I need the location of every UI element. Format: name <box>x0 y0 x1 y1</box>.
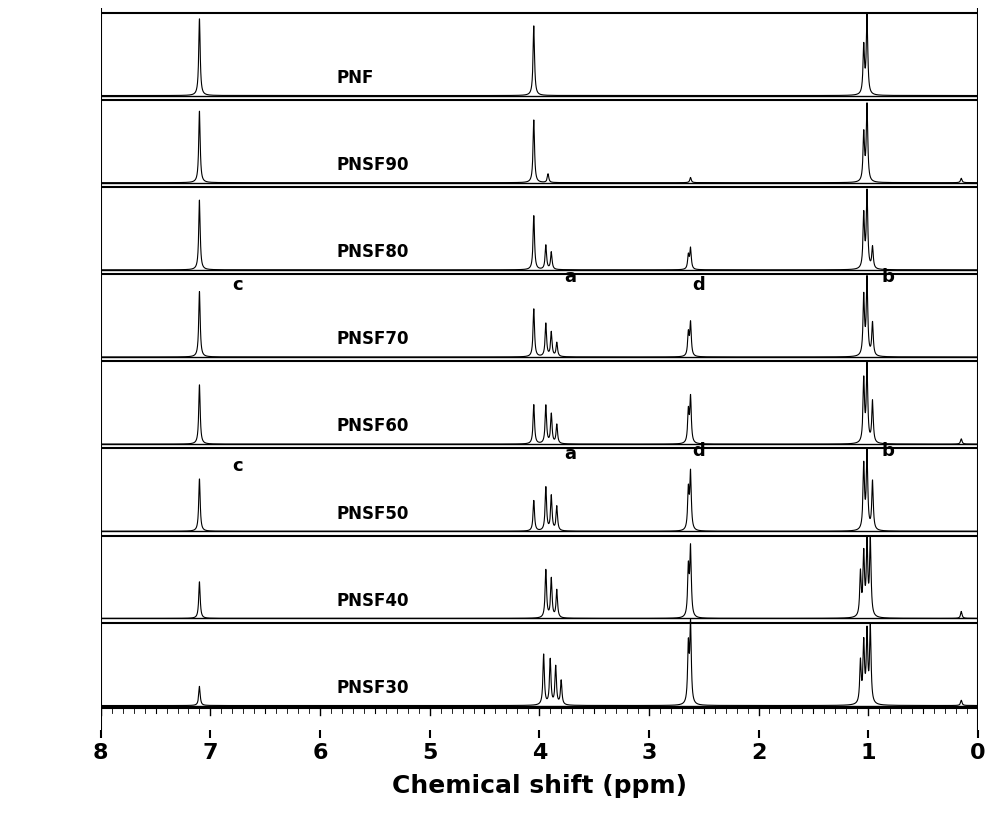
Text: PNSF90: PNSF90 <box>337 156 409 174</box>
Text: PNF: PNF <box>337 69 374 86</box>
Text: d: d <box>691 276 705 294</box>
Text: c: c <box>233 276 243 294</box>
X-axis label: Chemical shift (ppm): Chemical shift (ppm) <box>392 774 686 798</box>
Text: PNSF30: PNSF30 <box>337 679 409 697</box>
Text: b: b <box>881 442 894 460</box>
Text: c: c <box>233 456 243 475</box>
Text: a: a <box>563 268 576 285</box>
Text: PNSF80: PNSF80 <box>337 243 409 261</box>
Text: PNSF50: PNSF50 <box>337 504 409 523</box>
Text: a: a <box>563 446 576 463</box>
Text: d: d <box>691 442 705 460</box>
Text: PNSF40: PNSF40 <box>337 591 409 610</box>
Text: b: b <box>881 268 894 285</box>
Text: PNSF70: PNSF70 <box>337 331 409 348</box>
Text: PNSF60: PNSF60 <box>337 417 409 435</box>
